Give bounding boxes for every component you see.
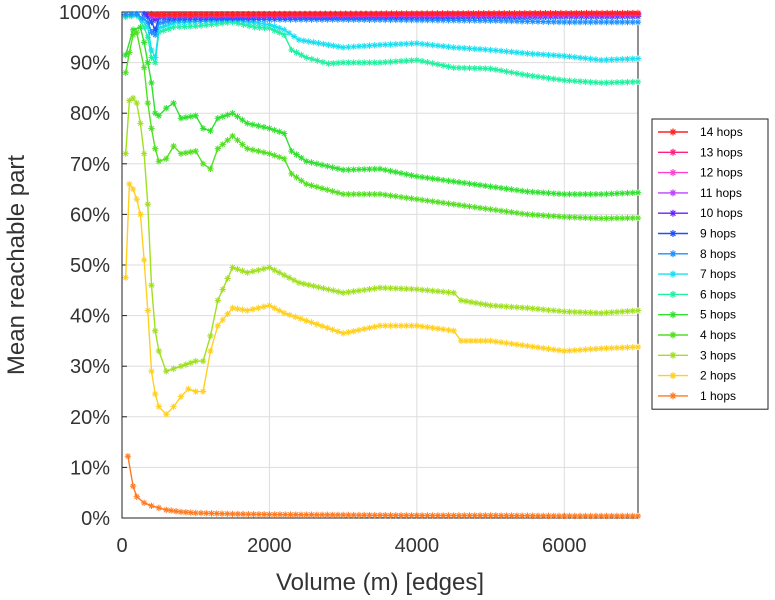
legend-item: 11 hops <box>658 186 742 200</box>
legend-item: 6 hops <box>658 287 736 301</box>
y-tick-label: 30% <box>70 356 110 378</box>
legend-item: 3 hops <box>658 348 736 362</box>
legend-item: 7 hops <box>658 267 736 281</box>
y-tick-label: 70% <box>70 154 110 176</box>
legend-marker <box>669 311 677 319</box>
y-tick-label: 40% <box>70 306 110 328</box>
series-markers <box>124 453 642 520</box>
legend-label: 7 hops <box>700 267 736 281</box>
x-tick-label: 6000 <box>542 535 587 557</box>
y-tick-label: 80% <box>70 103 110 125</box>
legend-label: 3 hops <box>700 348 736 362</box>
y-tick-label: 90% <box>70 53 110 75</box>
series-markers <box>122 29 642 222</box>
legend-marker <box>669 250 677 258</box>
y-tick-label: 20% <box>70 407 110 429</box>
legend-marker <box>669 270 677 278</box>
legend-marker <box>669 290 677 298</box>
axis-ticks: 0% 10% 20% 30% 40% 50% 60% 70% 80% 90% 100% 0 2000 40… <box>59 2 587 557</box>
x-tick-label: 4000 <box>395 535 440 557</box>
legend-label: 5 hops <box>700 308 736 322</box>
series-layer <box>122 9 642 520</box>
legend-item: 13 hops <box>658 145 743 159</box>
legend-item: 4 hops <box>658 328 736 342</box>
legend-label: 12 hops <box>700 166 743 180</box>
legend-item: 14 hops <box>658 125 743 139</box>
legend-item: 8 hops <box>658 247 736 261</box>
legend-label: 9 hops <box>700 227 736 241</box>
y-tick-label: 0% <box>81 508 110 530</box>
series-1-hops <box>124 453 642 520</box>
legend-label: 10 hops <box>700 206 743 220</box>
series-3-hops <box>122 94 642 375</box>
legend-label: 6 hops <box>700 287 736 301</box>
y-tick-label: 100% <box>59 2 110 24</box>
legend-label: 11 hops <box>700 186 742 200</box>
legend-box <box>651 118 769 410</box>
legend-marker <box>669 331 677 339</box>
legend-item: 5 hops <box>658 308 736 322</box>
legend-label: 2 hops <box>700 369 736 383</box>
legend-item: 2 hops <box>658 369 736 383</box>
series-line <box>127 456 638 517</box>
series-markers <box>122 180 642 418</box>
grid-lines <box>121 11 638 519</box>
legend-label: 14 hops <box>700 125 743 139</box>
series-14-hops <box>148 9 642 18</box>
legend-item: 12 hops <box>658 166 743 180</box>
legend-label: 8 hops <box>700 247 736 261</box>
legend-marker <box>669 169 677 177</box>
legend-marker <box>669 128 677 136</box>
series-2-hops <box>122 180 642 418</box>
legend-marker <box>669 372 677 380</box>
y-tick-label: 10% <box>70 457 110 479</box>
legend-item: 9 hops <box>658 227 736 241</box>
y-tick-label: 50% <box>70 255 110 277</box>
legend-label: 13 hops <box>700 145 743 159</box>
x-axis-title: Volume (m) [edges] <box>276 569 484 596</box>
legend-marker <box>669 351 677 359</box>
x-tick-label: 2000 <box>247 535 292 557</box>
legend-item: 1 hops <box>658 389 736 403</box>
legend-label: 4 hops <box>700 328 736 342</box>
legend-marker <box>669 392 677 400</box>
series-markers <box>122 94 642 375</box>
series-4-hops <box>122 29 642 222</box>
legend-marker <box>669 230 677 237</box>
series-line <box>125 97 639 373</box>
legend-item: 10 hops <box>658 206 743 220</box>
legend-marker <box>669 189 677 197</box>
series-markers <box>148 9 642 18</box>
y-tick-label: 60% <box>70 204 110 226</box>
legend-label: 1 hops <box>700 389 736 403</box>
series-5-hops <box>122 23 642 198</box>
legend-marker <box>669 148 677 156</box>
x-tick-label: 0 <box>116 535 127 557</box>
legend: 14 hops 13 hops 12 hops 11 hops 10 hops 9 hop… <box>651 118 769 410</box>
series-markers <box>122 23 642 198</box>
legend-marker <box>669 209 677 217</box>
y-axis-title: Mean reachable part <box>3 155 30 375</box>
